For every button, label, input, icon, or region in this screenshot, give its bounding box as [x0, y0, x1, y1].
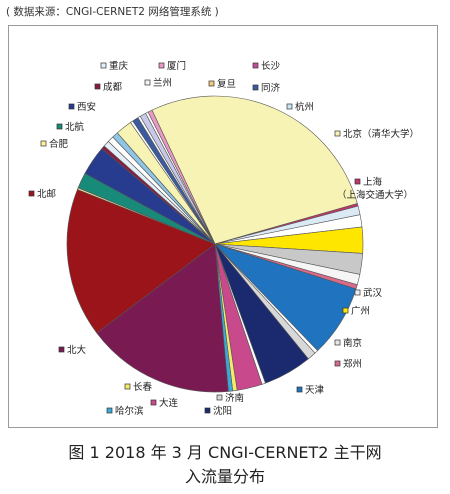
- legend-marker-3: [94, 83, 101, 90]
- legend-marker-8: [286, 103, 293, 110]
- legend-marker-19: [58, 346, 65, 353]
- legend-label-7: 西安: [77, 101, 96, 113]
- legend-label-23: 大连: [159, 397, 179, 409]
- legend-label-21: 长春: [133, 381, 153, 393]
- legend-label-22: 济南: [225, 392, 244, 404]
- pie-slices: [66, 95, 364, 393]
- figure-caption-line1: 图 1 2018 年 3 月 CNGI-CERNET2 主干网: [68, 443, 382, 462]
- legend-marker-5: [208, 80, 215, 87]
- legend-marker-18: [334, 360, 341, 367]
- legend-label-5: 复旦: [217, 78, 236, 90]
- pie-slice-17: [66, 189, 216, 334]
- legend-marker-0: [100, 62, 107, 69]
- legend-label-24: 沈阳: [213, 405, 232, 417]
- legend-marker-15: [354, 289, 361, 296]
- legend-label-18: 郑州: [343, 358, 362, 370]
- data-source-note: ( 数据来源：CNGI-CERNET2 网络管理系统 ): [6, 6, 219, 18]
- legend-marker-2: [252, 62, 259, 69]
- legend-marker-16: [342, 307, 349, 314]
- legend-marker-6: [252, 84, 259, 91]
- legend-marker-25: [106, 407, 113, 414]
- legend-marker-4: [144, 79, 151, 86]
- legend-marker-11: [334, 130, 341, 137]
- legend-label-25: 哈尔滨: [115, 405, 144, 417]
- legend-marker-13: [354, 178, 361, 185]
- legend-label-11: 北京（清华大学）: [343, 128, 419, 140]
- legend-label-20: 天津: [305, 385, 325, 396]
- legend-label-15: 武汉: [363, 287, 383, 299]
- legend-label-6: 同济: [261, 82, 281, 94]
- legend-label-16: 广州: [351, 305, 370, 317]
- legend-marker-9: [56, 123, 63, 130]
- legend-label-10: 合肥: [49, 138, 69, 150]
- legend-marker-24: [204, 407, 211, 414]
- legend-marker-7: [68, 103, 75, 110]
- legend-label-17: 南京: [343, 337, 362, 349]
- chart-frame: 重庆 厦门 长沙成都 兰州 复旦 同济西安 杭州北航合肥 北京（清华大学） 北邮 上海 （上海交通大…: [8, 25, 438, 428]
- pie-slice-16: [96, 243, 229, 393]
- pie-slice-0: [151, 95, 358, 245]
- legend-label-19: 北大: [67, 344, 87, 356]
- legend-label-8: 杭州: [295, 101, 314, 113]
- legend-label-0: 重庆: [109, 60, 129, 72]
- legend-label-9: 北航: [65, 121, 85, 133]
- legend-marker-20: [296, 386, 303, 393]
- legend-label-14: （上海交通大学）: [337, 189, 413, 201]
- legend-label-12: 北邮: [37, 188, 57, 200]
- legend-label-3: 成都: [103, 81, 123, 93]
- pie-slice-31: [147, 109, 216, 245]
- legend-label-2: 长沙: [261, 60, 281, 72]
- legend-label-13: 上海: [363, 176, 383, 188]
- legend-label-1: 厦门: [167, 60, 186, 72]
- legend-label-4: 兰州: [153, 77, 172, 89]
- legend-marker-17: [334, 339, 341, 346]
- figure-caption-line2: 入流量分布: [184, 467, 265, 486]
- legend-marker-22: [216, 394, 223, 401]
- legend-marker-23: [150, 399, 157, 406]
- legend-marker-21: [124, 383, 131, 390]
- legend-marker-1: [158, 62, 165, 69]
- legend-marker-12: [28, 190, 35, 197]
- legend-marker-10: [40, 140, 47, 147]
